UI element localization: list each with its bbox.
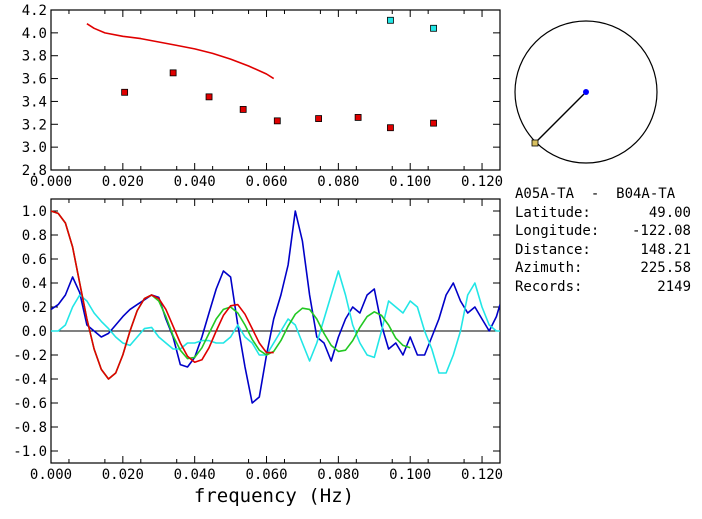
dispersion-velocity-plot: 0.000 0.020 0.040 0.060 0.080 0.100 0.120 2.8 3.… [22,3,503,190]
top-y-tick-label: 4.2 [22,3,47,19]
top-series-group [86,16,437,132]
bottom-y-tick-label: 0.6 [22,252,47,268]
station-pair-title: A05A-TA - B04A-TA [515,186,676,202]
top-red-point [354,114,362,121]
info-row-latitude: Latitude: 49.00 [515,204,691,221]
bottom-x-tick-label: 0.060 [245,467,287,483]
top-red-point [205,93,213,101]
cross-correlation-spectrum-plot: 0.000 0.020 0.040 0.060 0.080 0.100 0.120 1.0 0.… [13,198,503,483]
bottom-blue-line [51,210,500,404]
top-red-point [239,106,247,113]
top-y-tick-label: 3.0 [22,140,47,156]
top-y-tick-label: 2.8 [22,163,47,179]
top-cyan-point [387,16,394,24]
top-cyan-point [430,24,437,32]
top-x-tick-label: 0.020 [102,174,144,190]
info-row-records: Records: 2149 [515,278,691,295]
top-x-tick-label: 0.120 [461,174,503,190]
top-red-point [169,69,177,77]
top-red-point [387,124,394,132]
bottom-y-tick-label: 1.0 [22,204,47,220]
top-red-point [430,119,437,127]
bottom-y-tick-label: 0.0 [22,324,47,340]
top-red-point [315,115,323,122]
top-red-line [86,23,275,80]
bottom-x-tick-label: 0.100 [389,467,431,483]
top-x-tick-label: 0.040 [174,174,216,190]
bottom-red-line [51,210,274,380]
top-red-point [121,88,129,96]
bottom-y-tick-label: -0.6 [13,396,47,412]
bottom-y-tick-label: -0.2 [13,348,47,364]
bottom-x-tick-label: 0.120 [461,467,503,483]
top-y-tick-label: 3.4 [22,94,47,110]
bottom-y-tick-label: -0.4 [13,372,47,388]
top-y-tick-label: 3.2 [22,117,47,133]
top-x-tick-label: 0.000 [30,174,72,190]
station-map [514,20,658,164]
station-a-marker [583,89,589,95]
x-axis-label: frequency (Hz) [194,485,354,507]
bottom-x-tick-label: 0.020 [102,467,144,483]
top-y-tick-label: 4.0 [22,26,47,42]
bottom-x-tick-label: 0.000 [30,467,72,483]
station-path-line [534,91,587,144]
bottom-y-tick-label: -0.8 [13,420,47,436]
top-red-point [273,117,281,125]
bottom-y-tick-label: -1.0 [13,444,47,460]
bottom-x-tick-label: 0.040 [174,467,216,483]
bottom-x-tick-label: 0.080 [317,467,359,483]
top-y-tick-label: 3.6 [22,72,47,88]
top-x-tick-label: 0.080 [317,174,359,190]
bottom-y-tick-label: 0.4 [22,276,47,292]
bottom-series-group [51,210,500,404]
map-circle [514,20,658,164]
info-row-longitude: Longitude: -122.08 [515,223,691,239]
info-row-distance: Distance: 148.21 [515,241,691,258]
top-x-tick-label: 0.060 [245,174,287,190]
bottom-green-line [51,210,411,380]
top-y-tick-label: 3.8 [22,49,47,65]
top-x-tick-label: 0.100 [389,174,431,190]
station-b-marker [531,139,539,147]
bottom-y-tick-label: 0.8 [22,228,47,244]
station-info-panel: A05A-TA - B04A-TA Latitude: 49.00 Longitu… [515,185,691,296]
bottom-y-tick-label: 0.2 [22,300,47,316]
top-frame [50,9,501,171]
info-row-azimuth: Azimuth: 225.58 [515,260,691,276]
